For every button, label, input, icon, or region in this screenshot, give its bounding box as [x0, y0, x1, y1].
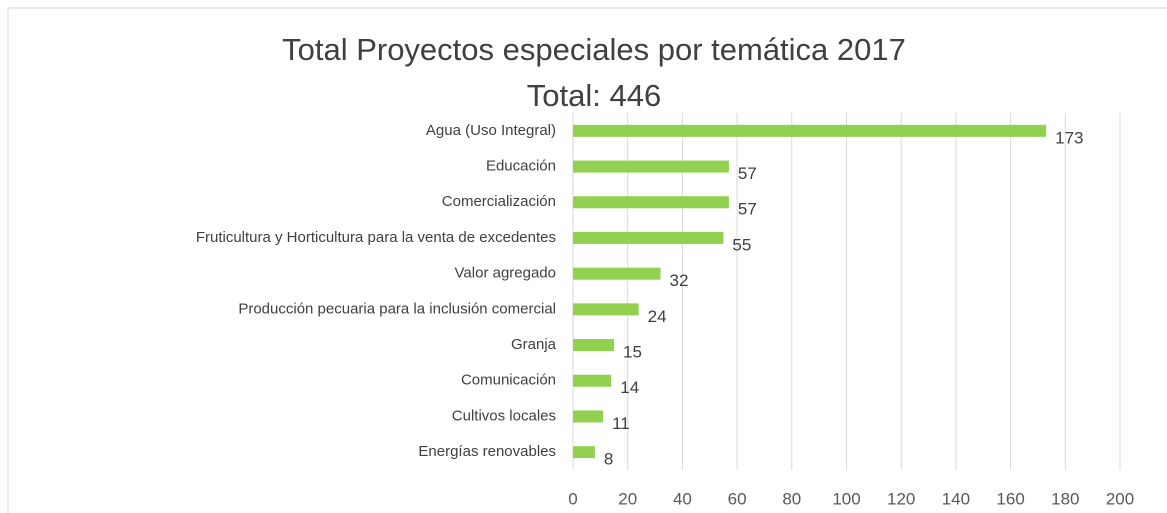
y-tick-label: Comercialización [442, 193, 556, 210]
y-tick-label: Agua (Uso Integral) [426, 122, 556, 139]
x-tick-label: 200 [1106, 489, 1134, 508]
bar [573, 303, 639, 316]
x-tick-label: 0 [568, 489, 577, 508]
bar [573, 374, 612, 387]
y-tick-label: Comunicación [461, 372, 556, 389]
y-tick-label: Valor agregado [455, 265, 556, 282]
chart-subtitle: Total: 446 [527, 78, 661, 113]
chart-title: Total Proyectos especiales por temática … [282, 32, 906, 67]
value-label: 8 [604, 450, 613, 469]
bar [573, 124, 1047, 137]
bar [573, 446, 595, 459]
chart-border [7, 7, 1167, 513]
bar [573, 267, 661, 280]
x-tick-label: 100 [832, 489, 860, 508]
y-tick-label: Granja [511, 336, 557, 353]
value-label: 57 [738, 200, 757, 219]
y-tick-label: Fruticultura y Horticultura para la vent… [196, 229, 556, 246]
x-tick-label: 140 [942, 489, 970, 508]
y-tick-label: Energías renovables [418, 443, 556, 460]
y-tick-label: Producción pecuaria para la inclusión co… [238, 300, 556, 317]
x-tick-label: 180 [1051, 489, 1079, 508]
bar [573, 160, 729, 173]
y-tick-label: Cultivos locales [452, 407, 556, 424]
value-label: 14 [620, 378, 639, 397]
x-tick-label: 160 [996, 489, 1024, 508]
bar [573, 410, 604, 423]
value-label: 24 [648, 307, 667, 326]
value-label: 11 [612, 414, 630, 433]
x-tick-label: 80 [782, 489, 801, 508]
bar [573, 231, 724, 244]
value-label: 55 [732, 235, 751, 254]
x-tick-label: 60 [728, 489, 747, 508]
value-label: 57 [738, 164, 757, 183]
x-tick-label: 120 [887, 489, 915, 508]
bar [573, 196, 729, 209]
x-tick-label: 20 [618, 489, 637, 508]
value-label: 32 [670, 271, 689, 290]
y-tick-label: Educación [486, 158, 556, 175]
value-label: 15 [623, 343, 642, 362]
x-tick-label: 40 [673, 489, 692, 508]
value-label: 173 [1055, 128, 1083, 147]
bar [573, 339, 615, 352]
